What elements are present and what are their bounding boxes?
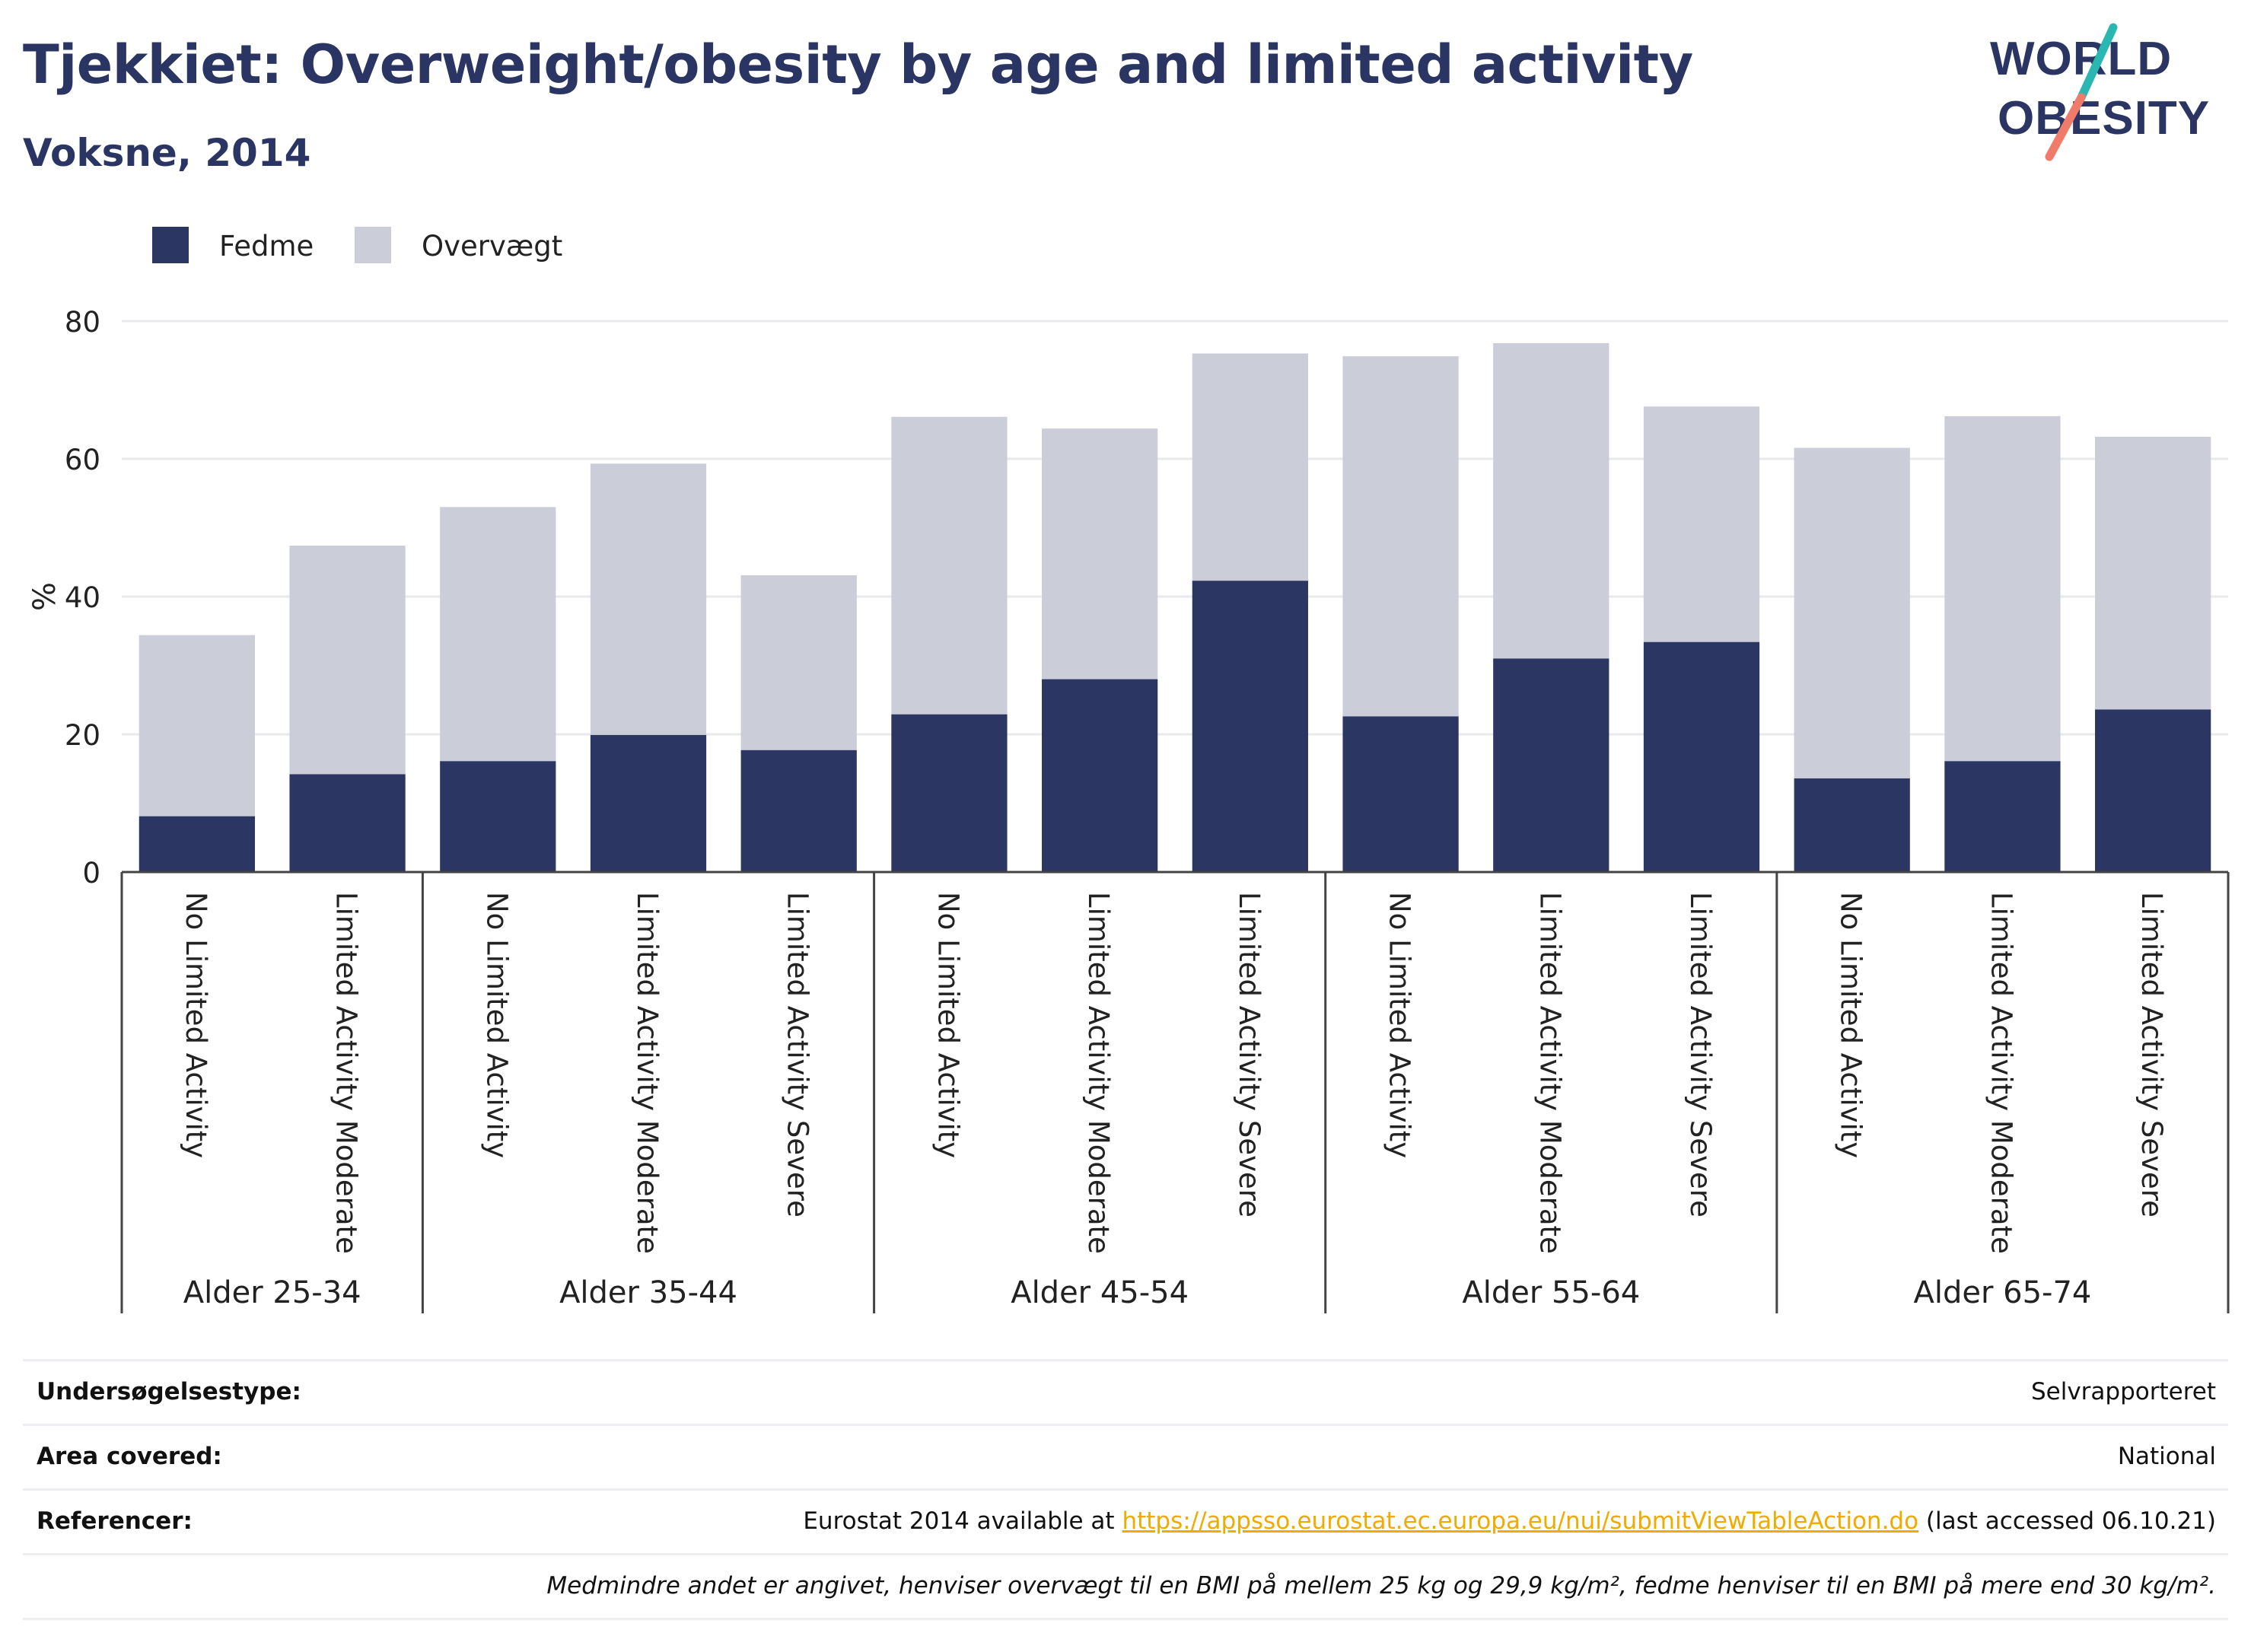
x-tick-label: Limited Activity Moderate [1082, 892, 1115, 1254]
bar-overvaegt [1643, 406, 1760, 642]
group-label: Alder 55-64 [1462, 1275, 1640, 1310]
y-tick-label: 60 [65, 444, 100, 476]
x-axis: No Limited Activity Limited Activity Mode… [120, 871, 2230, 1313]
logo-line-1: WORLD [1990, 33, 2172, 85]
x-tick-label: Limited Activity Moderate [330, 892, 363, 1254]
bar-fedme [1944, 761, 2061, 872]
bar-chart: Fedme Overvægt 0 20 40 60 80 % No Limited Ac… [27, 227, 2230, 1313]
group-label: Alder 25-34 [183, 1275, 361, 1310]
x-tick-label: Limited Activity Moderate [1985, 892, 2017, 1254]
x-tick-label: No Limited Activity [180, 892, 212, 1158]
x-tick-label: Limited Activity Severe [782, 892, 814, 1218]
reference-text: Eurostat 2014 available at [803, 1507, 1122, 1535]
info-value-survey-type: Selvrapporteret [2030, 1378, 2216, 1405]
info-row-area: Area covered: National [23, 1424, 2228, 1488]
bar-overvaegt [1493, 342, 1609, 659]
logo-line-2: OBESITY [1998, 92, 2210, 145]
world-obesity-logo: WORLD OBESITY [1990, 23, 2210, 161]
reference-accessed: (last accessed 06.10.21) [1918, 1507, 2216, 1535]
bmi-note: Medmindre andet er angivet, henviser ove… [546, 1572, 2216, 1599]
bar-overvaegt [138, 635, 255, 816]
info-row-note: Medmindre andet er angivet, henviser ove… [23, 1553, 2228, 1618]
info-row-references: Referencer: Eurostat 2014 available at h… [23, 1488, 2228, 1553]
group-label: Alder 35-44 [559, 1275, 737, 1310]
bar-fedme [138, 816, 255, 872]
y-tick-label: 0 [82, 857, 100, 890]
group-label: Alder 45-54 [1011, 1275, 1189, 1310]
legend-swatch-overvaegt [355, 227, 391, 263]
bar-fedme [289, 774, 406, 872]
bar-fedme [2095, 709, 2211, 872]
gridlines [122, 320, 2228, 736]
bar-fedme [440, 761, 556, 872]
chart-title: Tjekkiet: Overweight/obesity by age and … [23, 33, 1693, 96]
bar-fedme [1192, 581, 1308, 872]
x-tick-label: Limited Activity Moderate [631, 892, 664, 1254]
group-label: Alder 65-74 [1913, 1275, 2091, 1310]
chart-subtitle: Voksne, 2014 [23, 131, 311, 175]
bar-fedme [1493, 658, 1609, 872]
bar-overvaegt [1794, 447, 1910, 778]
legend: Fedme Overvægt [152, 227, 562, 263]
logo-slash-teal [2077, 23, 2118, 102]
y-axis-ticks: 0 20 40 60 80 [65, 306, 100, 890]
x-tick-label: No Limited Activity [480, 892, 513, 1158]
legend-label-overvaegt: Overvægt [422, 230, 562, 263]
x-tick-label: Limited Activity Severe [1233, 892, 1266, 1218]
bar-overvaegt [891, 416, 1008, 715]
bar-overvaegt [590, 463, 707, 735]
y-axis-label: % [27, 582, 62, 611]
reference-link[interactable]: https://appsso.eurostat.ec.europa.eu/nui… [1122, 1507, 1919, 1535]
info-value-references: Eurostat 2014 available at https://appss… [803, 1507, 2216, 1535]
info-label-survey-type: Undersøgelsestype: [37, 1378, 301, 1405]
legend-swatch-fedme [152, 227, 189, 263]
bar-overvaegt [1342, 356, 1459, 717]
x-tick-label: No Limited Activity [1383, 892, 1416, 1158]
bar-fedme [1042, 679, 1158, 872]
logo-slash-coral [2045, 93, 2086, 161]
x-tick-label: Limited Activity Moderate [1533, 892, 1566, 1254]
info-row-survey-type: Undersøgelsestype: Selvrapporteret [23, 1359, 2228, 1424]
bar-fedme [1794, 778, 1910, 872]
y-tick-label: 20 [65, 719, 100, 752]
x-tick-label: No Limited Activity [1835, 892, 1867, 1158]
y-tick-label: 80 [65, 306, 100, 339]
legend-label-fedme: Fedme [219, 230, 314, 263]
bar-overvaegt [1042, 428, 1158, 680]
bar-overvaegt [2095, 437, 2211, 710]
bar-fedme [1342, 716, 1459, 872]
bar-overvaegt [1944, 415, 2061, 762]
info-table: Undersøgelsestype: Selvrapporteret Area … [23, 1359, 2228, 1620]
bar-fedme [590, 734, 707, 872]
bar-fedme [740, 750, 857, 872]
bar-overvaegt [740, 575, 857, 750]
info-label-area: Area covered: [37, 1443, 222, 1470]
bar-overvaegt [440, 507, 556, 762]
y-tick-label: 40 [65, 581, 100, 614]
info-value-area: National [2117, 1443, 2216, 1470]
bar-overvaegt [289, 546, 406, 775]
bar-overvaegt [1192, 353, 1308, 581]
x-tick-label: No Limited Activity [931, 892, 964, 1158]
bars [138, 342, 2211, 872]
bar-fedme [1643, 641, 1760, 872]
x-tick-label: Limited Activity Severe [2135, 892, 2168, 1218]
info-label-references: Referencer: [37, 1507, 193, 1535]
x-tick-label: Limited Activity Severe [1684, 892, 1717, 1218]
bar-fedme [891, 714, 1008, 872]
